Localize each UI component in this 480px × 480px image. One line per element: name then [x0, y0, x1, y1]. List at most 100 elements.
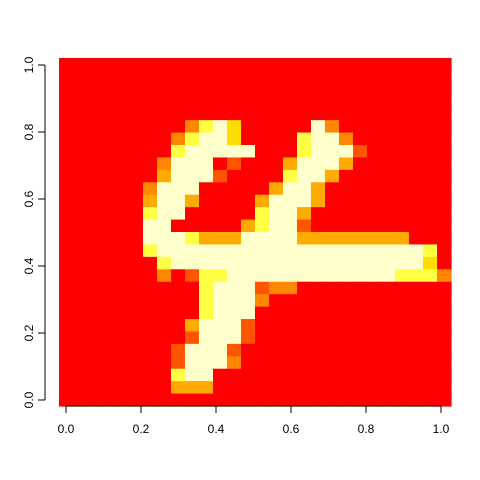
heatmap-cell — [395, 331, 410, 345]
heatmap-cell — [213, 132, 228, 146]
heatmap-cell — [101, 269, 116, 283]
heatmap-cell — [283, 120, 298, 134]
heatmap-cell — [325, 169, 340, 183]
heatmap-cell — [115, 120, 130, 134]
heatmap-cell — [367, 82, 382, 96]
heatmap-cell — [255, 182, 270, 196]
heatmap-cell — [199, 368, 214, 382]
heatmap-cell — [59, 95, 74, 109]
axes: 0.0 0.2 0.4 0.6 0.8 1.0 0.0 0.2 0.4 0.6 0.8 1.0 — [22, 56, 450, 436]
heatmap-cell — [325, 120, 340, 134]
heatmap-cell — [353, 269, 368, 283]
heatmap-cell — [367, 120, 382, 134]
heatmap-cell — [437, 219, 452, 233]
heatmap-cell — [325, 244, 340, 258]
heatmap-cell — [367, 343, 382, 357]
heatmap-cell — [437, 95, 452, 109]
heatmap-cell — [283, 95, 298, 109]
heatmap-cell — [353, 169, 368, 183]
heatmap-cell — [129, 319, 144, 333]
heatmap-cell — [437, 232, 452, 246]
heatmap-cell — [283, 306, 298, 320]
heatmap-cell — [325, 58, 340, 72]
heatmap-cell — [297, 107, 312, 121]
heatmap-cell — [255, 281, 270, 295]
heatmap-cell — [241, 256, 256, 270]
heatmap-cell — [171, 269, 186, 283]
heatmap-cell — [395, 368, 410, 382]
heatmap-cell — [115, 306, 130, 320]
heatmap-cell — [367, 232, 382, 246]
heatmap-cell — [437, 319, 452, 333]
heatmap-cell — [101, 331, 116, 345]
heatmap-cell — [241, 207, 256, 221]
heatmap-cell — [269, 356, 284, 370]
heatmap-cell — [101, 182, 116, 196]
heatmap-cell — [367, 269, 382, 283]
heatmap-cell — [423, 232, 438, 246]
heatmap-cell — [143, 256, 158, 270]
heatmap-cell — [241, 294, 256, 308]
x-tick-label: 0.4 — [208, 422, 225, 436]
heatmap-cell — [143, 182, 158, 196]
heatmap-cell — [311, 294, 326, 308]
heatmap-cell — [199, 306, 214, 320]
heatmap-cell — [283, 82, 298, 96]
heatmap-cell — [143, 132, 158, 146]
heatmap-cell — [255, 219, 270, 233]
heatmap-cell — [227, 294, 242, 308]
heatmap-cell — [227, 331, 242, 345]
heatmap-cell — [353, 132, 368, 146]
heatmap-cell — [437, 381, 452, 395]
heatmap-cell — [297, 269, 312, 283]
heatmap-cell — [283, 256, 298, 270]
heatmap-cell — [115, 219, 130, 233]
heatmap-cell — [409, 256, 424, 270]
heatmap-cell — [227, 256, 242, 270]
heatmap-cell — [185, 194, 200, 208]
heatmap-cell — [171, 132, 186, 146]
heatmap-cell — [227, 319, 242, 333]
heatmap-cell — [115, 356, 130, 370]
heatmap-cell — [395, 219, 410, 233]
heatmap-cell — [283, 269, 298, 283]
heatmap-cell — [423, 182, 438, 196]
heatmap-cell — [367, 368, 382, 382]
heatmap-cell — [115, 256, 130, 270]
heatmap-cell — [423, 132, 438, 146]
heatmap-cell — [297, 219, 312, 233]
heatmap-cell — [199, 182, 214, 196]
heatmap-cells — [59, 58, 452, 407]
heatmap-cell — [255, 269, 270, 283]
heatmap-cell — [241, 169, 256, 183]
heatmap-cell — [171, 331, 186, 345]
heatmap-cell — [59, 219, 74, 233]
heatmap-cell — [101, 95, 116, 109]
heatmap-cell — [185, 281, 200, 295]
heatmap-cell — [73, 82, 88, 96]
heatmap-cell — [283, 319, 298, 333]
heatmap-cell — [381, 368, 396, 382]
heatmap-cell — [423, 294, 438, 308]
heatmap-cell — [395, 58, 410, 72]
heatmap-cell — [171, 107, 186, 121]
heatmap-cell — [367, 331, 382, 345]
heatmap-cell — [339, 95, 354, 109]
heatmap-cell — [283, 356, 298, 370]
heatmap-cell — [115, 207, 130, 221]
heatmap-cell — [423, 157, 438, 171]
y-tick-label: 0.0 — [22, 391, 36, 408]
heatmap-cell — [87, 157, 102, 171]
heatmap-cell — [339, 356, 354, 370]
heatmap-cell — [115, 132, 130, 146]
heatmap-cell — [227, 95, 242, 109]
heatmap-cell — [255, 368, 270, 382]
heatmap-cell — [143, 194, 158, 208]
heatmap-cell — [73, 306, 88, 320]
heatmap-cell — [297, 145, 312, 159]
heatmap-cell — [129, 182, 144, 196]
heatmap-cell — [241, 182, 256, 196]
heatmap-cell — [157, 95, 172, 109]
heatmap-cell — [325, 343, 340, 357]
heatmap-cell — [437, 331, 452, 345]
